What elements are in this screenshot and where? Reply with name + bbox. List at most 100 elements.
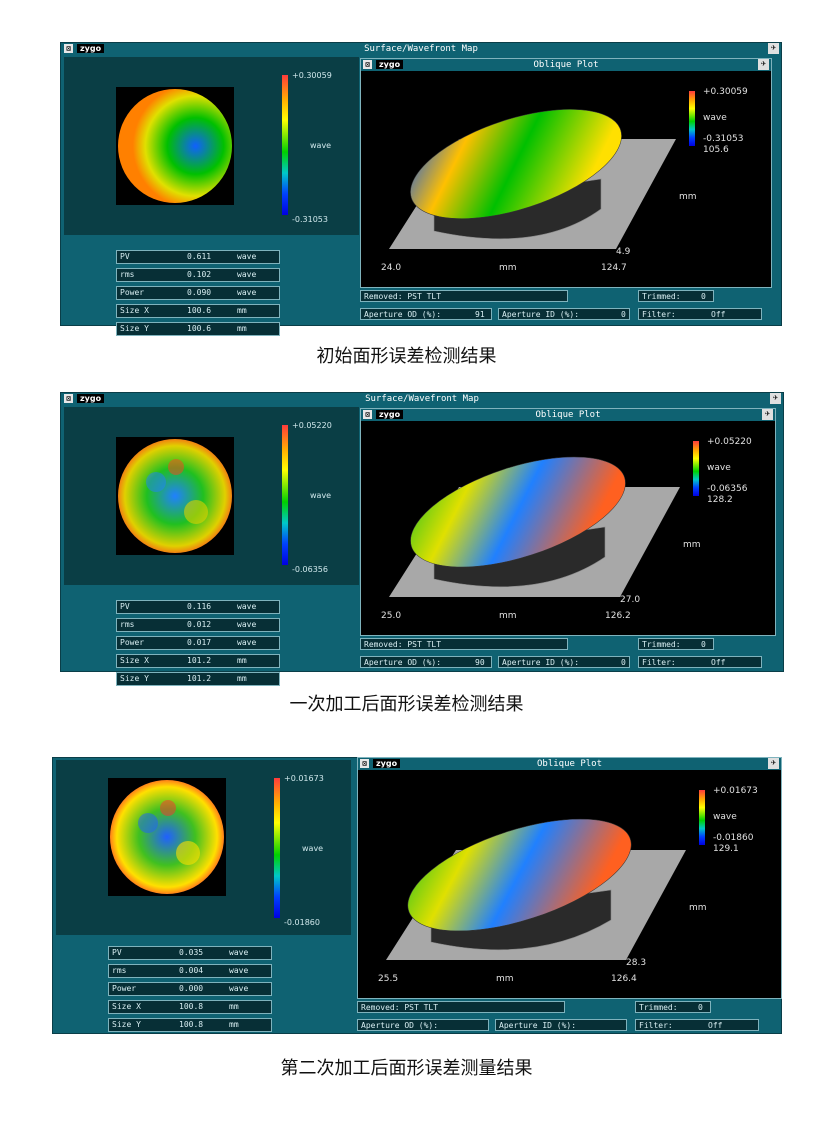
window-title: Surface/Wavefront Map [364,44,478,54]
stat-label: Size Y [120,324,149,333]
stat-row: PV 0.035 wave [108,946,272,960]
oblique-scale: 105.6 [703,145,729,155]
close-icon[interactable]: ⊠ [64,394,73,403]
colorbar [274,778,280,918]
oblique-3d-graphic [386,818,686,960]
oblique-plot: Oblique Plot ⊠ zygo ✈ +0.05220 wave -0.06356 12… [360,408,776,636]
colorbar-unit: wave [310,141,332,150]
stat-value: 0.611 [187,252,212,261]
zygo-logo: zygo [77,44,105,53]
aperture-id-label: Aperture ID (%): [499,1021,577,1030]
stat-unit: mm [237,656,247,665]
oblique-title: Oblique Plot [535,410,601,420]
oblique-scale: 129.1 [713,844,739,854]
filter-value: Off [711,310,726,319]
oblique-titlebar: Oblique Plot [361,409,775,421]
aperture-od-value: 91 [475,310,485,319]
aperture-id-label: Aperture ID (%): [502,658,580,667]
trimmed-value: 0 [701,640,706,649]
stat-value: 0.000 [179,984,204,993]
oblique-max: +0.01673 [713,786,758,796]
oblique-max: +0.05220 [707,437,752,447]
filter-value: Off [711,658,726,667]
x-axis-unit: mm [496,974,514,984]
stat-label: Power [120,288,145,297]
oblique-max: +0.30059 [703,87,748,97]
filter-field: Filter: Off [635,1019,759,1031]
oblique-unit: wave [707,463,731,473]
stat-unit: wave [237,602,257,611]
pin-icon[interactable]: ✈ [768,43,779,54]
oblique-plot: Oblique Plot ⊠ zygo ✈ +0.30059 wave -0.31053 10… [360,58,772,288]
stat-value: 101.2 [187,674,212,683]
stat-label: rms [112,966,127,975]
x-axis-start: 25.0 [381,611,402,621]
surface-map-graphic [118,89,232,203]
stat-row: Size Y 101.2 mm [116,672,280,686]
stat-unit: wave [237,270,257,279]
filter-label: Filter: [642,658,676,667]
stat-label: Size Y [112,1020,141,1029]
stat-row: Size Y 100.8 mm [108,1018,272,1032]
y-axis-start: 4.9 [616,247,631,257]
colorbar-max: +0.05220 [292,421,332,430]
stat-value: 0.004 [179,966,204,975]
close-icon[interactable]: ⊠ [64,44,73,53]
surface-map-view: +0.30059 wave -0.31053 [64,57,359,235]
stat-value: 100.6 [187,324,212,333]
close-icon[interactable]: ⊠ [360,759,369,768]
surface-map-image [116,437,234,555]
close-icon[interactable]: ⊠ [363,410,372,419]
colorbar-unit: wave [310,491,332,500]
stat-row: rms 0.012 wave [116,618,280,632]
surface-map-graphic [110,780,224,894]
stat-unit: wave [237,638,257,647]
x-axis-end: 126.4 [611,974,637,984]
zygo-logo: zygo [373,759,401,768]
pin-icon[interactable]: ✈ [768,758,779,769]
stat-unit: wave [237,620,257,629]
stat-unit: wave [237,252,257,261]
trimmed-label: Trimmed: [642,640,681,649]
aperture-od-field: Aperture OD (%): 91 [360,308,492,320]
stat-row: Power 0.090 wave [116,286,280,300]
colorbar [282,75,288,215]
stat-row: Power 0.000 wave [108,982,272,996]
stat-label: Size X [120,656,149,665]
trimmed-value: 0 [701,292,706,301]
stat-row: Size Y 100.6 mm [116,322,280,336]
window-title: Surface/Wavefront Map [365,394,479,404]
figure-caption: 第二次加工后面形误差测量结果 [280,1058,533,1079]
stat-unit: mm [237,324,247,333]
aperture-id-field: Aperture ID (%): [495,1019,627,1031]
surface-map-view: +0.05220 wave -0.06356 [64,407,359,585]
stat-row: rms 0.004 wave [108,964,272,978]
pin-icon[interactable]: ✈ [758,59,769,70]
aperture-od-field: Aperture OD (%): [357,1019,489,1031]
stat-value: 0.090 [187,288,212,297]
close-icon[interactable]: ⊠ [363,60,372,69]
oblique-scale: 128.2 [707,495,733,505]
stat-label: Power [120,638,145,647]
stat-value: 100.8 [179,1002,204,1011]
surface-map-view: +0.01673 wave -0.01860 [56,760,351,935]
stat-value: 0.116 [187,602,212,611]
filter-field: Filter: Off [638,656,762,668]
stat-label: PV [112,948,122,957]
y-axis-start: 28.3 [626,958,647,968]
stat-label: PV [120,602,130,611]
colorbar-min: -0.06356 [292,565,328,574]
pin-icon[interactable]: ✈ [770,393,781,404]
stat-label: Size Y [120,674,149,683]
stat-label: Size X [120,306,149,315]
colorbar-min: -0.01860 [284,918,320,927]
stat-row: Size X 101.2 mm [116,654,280,668]
oblique-colorbar [693,441,699,496]
colorbar-min: -0.31053 [292,215,328,224]
pin-icon[interactable]: ✈ [762,409,773,420]
colorbar-max: +0.01673 [284,774,324,783]
oblique-title: Oblique Plot [533,60,599,70]
x-axis-start: 25.5 [378,974,399,984]
colorbar [282,425,288,565]
stat-value: 0.102 [187,270,212,279]
